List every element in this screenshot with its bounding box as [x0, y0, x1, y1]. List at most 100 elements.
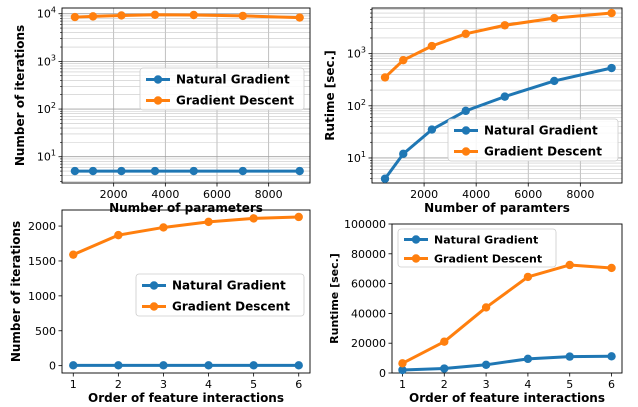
legend-marker	[149, 302, 159, 311]
data-point	[88, 166, 98, 176]
y-tick-label: 20000	[351, 337, 386, 350]
data-point	[461, 106, 470, 116]
y-tick-label: 101	[347, 150, 366, 165]
y-tick-label: 102	[347, 98, 366, 113]
x-tick-label: 2000	[100, 188, 128, 201]
legend-box	[447, 118, 619, 162]
y-tick-label: 102	[37, 101, 56, 116]
x-axis-label: Order of feature interactions	[88, 391, 284, 405]
data-point	[295, 166, 304, 176]
data-point	[189, 166, 198, 176]
legend-label: Gradient Descent	[172, 300, 290, 314]
y-axis-label: Number of iterations	[13, 25, 27, 166]
legend-label: Natural Gradient	[176, 73, 290, 87]
legend-box	[135, 273, 305, 317]
x-tick-label: 6000	[203, 188, 231, 201]
x-tick-label: 6000	[514, 188, 542, 201]
series-line	[74, 13, 300, 20]
y-axis-label: Rutime [sec.]	[323, 50, 337, 140]
legend-label: Natural Gradient	[434, 234, 538, 247]
y-tick-label: 0	[379, 367, 386, 380]
legend-label: Natural Gradient	[172, 279, 286, 293]
data-point	[399, 55, 408, 65]
legend-box	[397, 228, 557, 268]
x-tick-label: 3	[483, 378, 490, 391]
data-point	[380, 73, 390, 82]
x-tick-label: 4000	[462, 188, 490, 201]
y-tick-label: 103	[347, 46, 366, 61]
data-point	[607, 352, 616, 361]
data-point	[114, 230, 123, 240]
data-point	[295, 13, 304, 22]
y-tick-label: 103	[37, 53, 56, 68]
data-point	[523, 272, 533, 282]
x-tick-label: 6	[295, 378, 302, 391]
y-tick-label: 1500	[28, 255, 56, 268]
legend-label: Gradient Descent	[176, 94, 294, 108]
y-axis-label: Number of iterations	[9, 221, 23, 362]
data-point	[550, 13, 559, 23]
data-point	[159, 223, 168, 232]
chart-panel-4: 1 2 3 4 5 6 0 20000 40000 60000 80000 100000 Order o…	[328, 218, 623, 405]
legend-marker	[149, 281, 159, 290]
data-point	[481, 303, 491, 312]
data-point	[189, 10, 198, 20]
y-tick-label: 100000	[344, 218, 386, 231]
legend-label: Natural Gradient	[484, 124, 598, 138]
data-point	[607, 63, 616, 73]
data-point	[500, 92, 510, 101]
axes-frame	[391, 223, 623, 374]
y-tick-label: 1000	[28, 290, 56, 303]
data-point	[114, 361, 123, 370]
chart-panel-2: 2000 4000 6000 8000 101 102 103 Number of param…	[323, 7, 623, 215]
axes-frame	[61, 7, 311, 184]
x-tick-label: 8000	[566, 188, 594, 201]
axes-frame	[61, 209, 311, 374]
x-tick-label: 4	[205, 378, 212, 391]
data-point	[440, 337, 449, 346]
x-tick-label: 3	[160, 378, 167, 391]
series-line	[72, 215, 299, 257]
data-point	[249, 361, 258, 370]
series-line	[383, 11, 612, 79]
x-axis-label: Number of parameters	[109, 201, 263, 215]
data-point	[565, 352, 574, 361]
y-tick-label: 60000	[351, 278, 386, 291]
data-point	[565, 260, 574, 270]
y-axis-label: Runtime [sec.]	[328, 253, 341, 344]
legend: Natural Gradient Gradient Descent	[135, 273, 305, 317]
series-natural-gradient	[398, 352, 616, 375]
data-point	[398, 359, 407, 368]
data-point	[398, 365, 407, 375]
series-gradient-descent	[69, 212, 303, 259]
data-point	[150, 166, 160, 176]
x-tick-label: 8000	[255, 188, 283, 201]
series-gradient-descent	[380, 8, 616, 82]
data-point	[117, 11, 126, 20]
data-point	[88, 12, 98, 21]
series-natural-gradient	[69, 361, 303, 370]
data-point	[70, 166, 80, 176]
legend: Natural Gradient Gradient Descent	[139, 67, 305, 111]
legend: Natural Gradient Gradient Descent	[447, 118, 619, 162]
x-tick-label: 1	[70, 378, 77, 391]
x-axis-label: Number of paramters	[424, 201, 570, 215]
y-tick-label: 40000	[351, 307, 386, 320]
x-axis-label: Order of feature interactions	[409, 391, 605, 405]
y-tick-label: 0	[49, 360, 56, 373]
data-point	[399, 149, 408, 159]
data-point	[380, 174, 390, 183]
data-point	[523, 354, 533, 364]
legend-marker	[153, 75, 163, 84]
series-natural-gradient	[70, 166, 304, 176]
legend-box	[139, 67, 305, 111]
data-point	[550, 76, 559, 86]
x-tick-label: 6	[608, 378, 615, 391]
data-point	[159, 361, 168, 370]
data-point	[500, 21, 510, 30]
data-point	[204, 217, 213, 227]
x-tick-label: 4	[524, 378, 531, 391]
legend-marker	[411, 254, 421, 263]
data-point	[607, 263, 616, 273]
